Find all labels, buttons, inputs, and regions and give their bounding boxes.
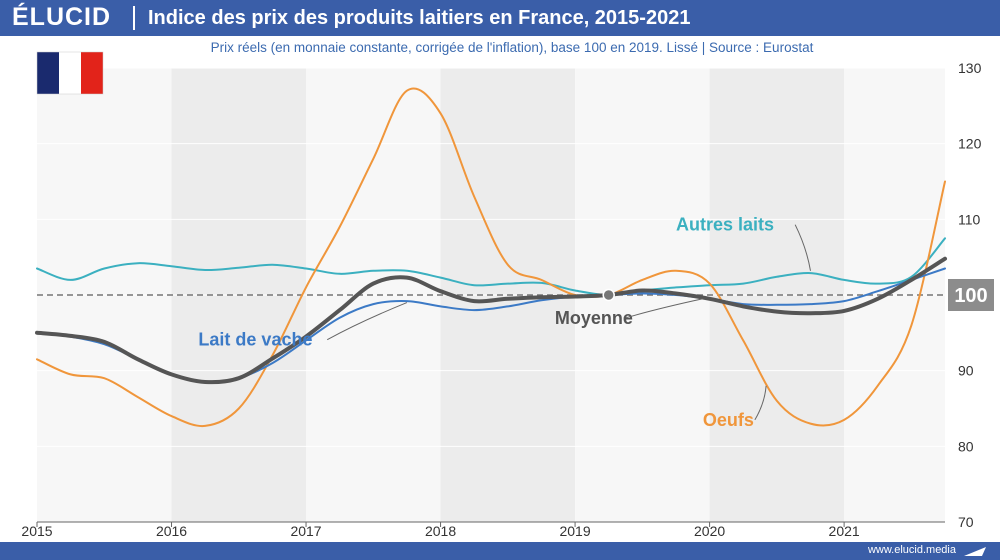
series-label-autres-laits: Autres laits xyxy=(676,215,774,235)
x-tick-label: 2018 xyxy=(425,523,456,539)
france-flag-icon xyxy=(36,51,104,95)
flag-stripe xyxy=(81,52,103,94)
y-tick-label: 120 xyxy=(958,136,982,152)
header-bar: ÉLUCID Indice des prix des produits lait… xyxy=(0,0,1000,36)
x-tick-label: 2020 xyxy=(694,523,725,539)
x-tick-label: 2021 xyxy=(829,523,860,539)
x-tick-label: 2015 xyxy=(21,523,52,539)
y-tick-label: 90 xyxy=(958,363,974,379)
header-divider xyxy=(133,6,135,30)
flag-stripe xyxy=(59,52,81,94)
leader-line-moyenne xyxy=(625,298,703,319)
footer-bar: www.elucid.media xyxy=(0,542,1000,560)
line-chart: 2015 2016 2017 2018 2019 2020 2021 70 80 90 110 120… xyxy=(21,40,994,539)
series-line-oeufs xyxy=(36,87,946,428)
x-tick-label: 2016 xyxy=(156,523,187,539)
series-label-oeufs: Oeufs xyxy=(703,410,754,430)
baseline-label-box xyxy=(948,279,994,311)
series-line-moyenne xyxy=(35,256,947,385)
y-tick-label: 70 xyxy=(958,514,974,530)
chart-subtitle: Prix réels (en monnaie constante, corrig… xyxy=(211,40,814,55)
y-tick-label: 130 xyxy=(958,60,982,76)
y-tick-label: 80 xyxy=(958,438,974,454)
leader-line-oeufs xyxy=(754,385,767,421)
x-tick-label: 2019 xyxy=(559,523,590,539)
series-label-moyenne: Moyenne xyxy=(555,308,633,328)
flag-stripe xyxy=(37,52,59,94)
x-tick-label: 2017 xyxy=(290,523,321,539)
brand-logo: ÉLUCID xyxy=(12,3,112,31)
leader-line-autres-laits xyxy=(794,224,811,271)
baseline-label: 100 xyxy=(954,285,987,307)
y-tick-label: 110 xyxy=(958,211,981,227)
page-title: Indice des prix des produits laitiers en… xyxy=(148,7,691,29)
series-line-autres-laits xyxy=(36,237,946,296)
leader-line-lait-de-vache xyxy=(326,302,408,341)
footer-url[interactable]: www.elucid.media xyxy=(867,544,956,556)
base-year-marker xyxy=(602,288,615,302)
flag-border xyxy=(36,51,104,95)
series-label-lait-de-vache: Lait de vache xyxy=(198,330,312,350)
pen-logo-icon xyxy=(964,547,986,556)
